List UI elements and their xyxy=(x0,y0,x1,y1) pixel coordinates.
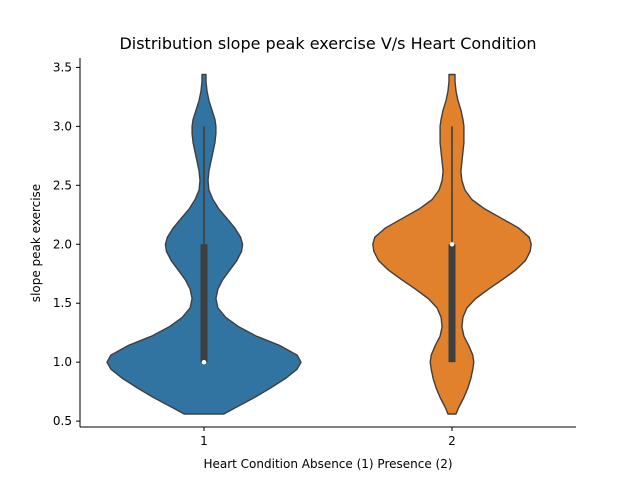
x-tick-label: 1 xyxy=(200,434,208,448)
y-tick-label: 0.5 xyxy=(53,414,72,428)
chart-title: Distribution slope peak exercise V/s Hea… xyxy=(119,34,536,53)
y-tick-label: 1.5 xyxy=(53,296,72,310)
y-axis: 0.5 1.0 1.5 2.0 2.5 3.0 3.5 xyxy=(53,58,81,428)
iqr-box-1 xyxy=(200,244,208,363)
y-tick-label: 2.5 xyxy=(53,178,72,192)
y-tick-label: 1.0 xyxy=(53,355,72,369)
plot-area xyxy=(106,73,532,415)
median-dot-2 xyxy=(449,242,455,247)
y-tick-label: 3.5 xyxy=(53,60,72,74)
y-tick-label: 3.0 xyxy=(53,119,72,133)
y-axis-label: slope peak exercise xyxy=(29,184,43,302)
y-tick-label: 2.0 xyxy=(53,237,72,251)
iqr-box-2 xyxy=(448,244,456,363)
x-tick-label: 2 xyxy=(448,434,456,448)
x-axis-label: Heart Condition Absence (1) Presence (2) xyxy=(203,457,452,471)
median-dot-1 xyxy=(201,359,207,365)
